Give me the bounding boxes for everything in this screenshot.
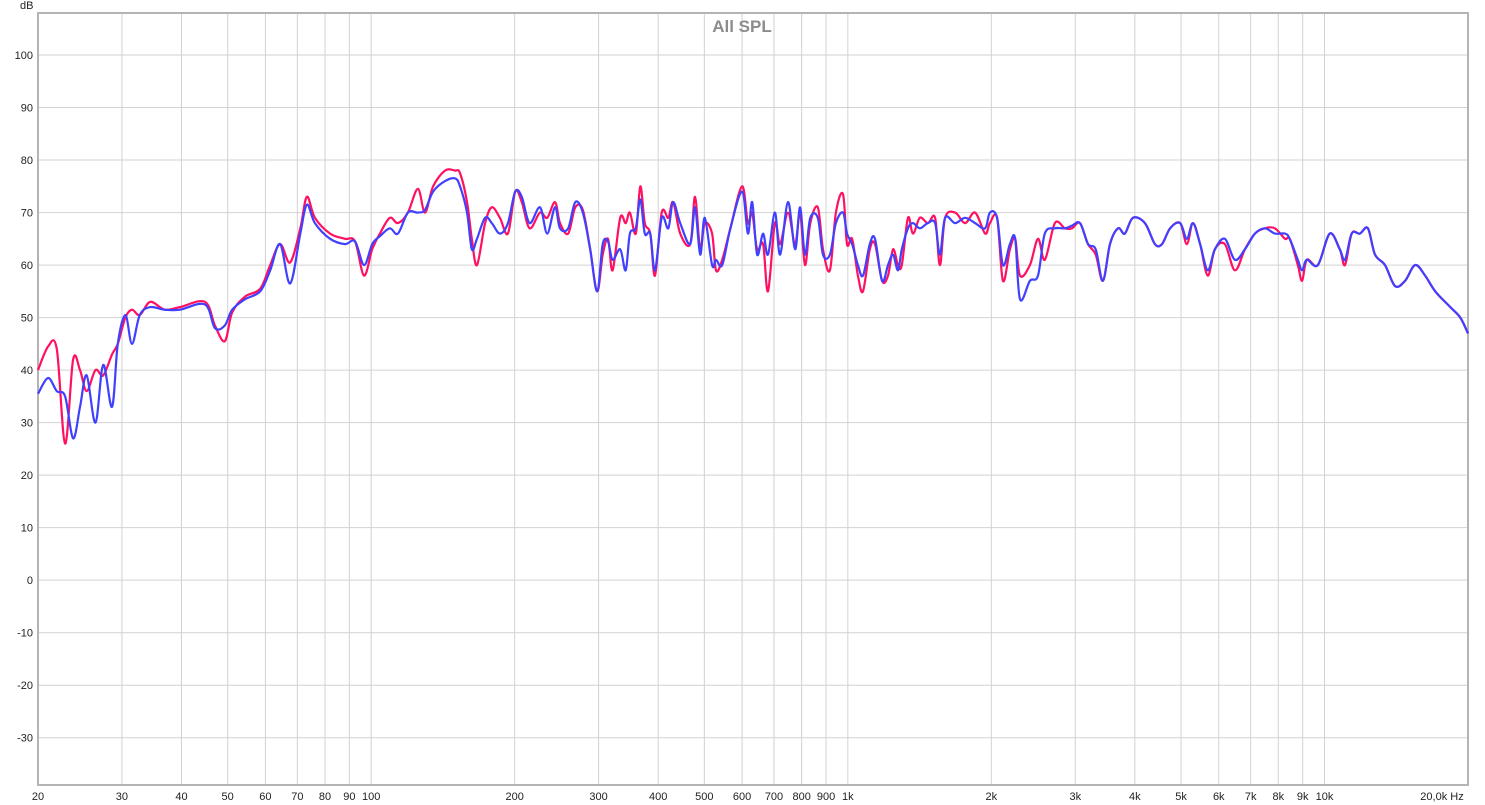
tick-labels: -30 -20 -10 0 10 20 30 40 50 60 70 80 90 100 20 30 40 50 6…	[15, 50, 1464, 803]
y-tick-label: 10	[21, 523, 33, 535]
series-group	[36, 168, 1469, 445]
y-tick-label: 90	[21, 103, 33, 115]
x-tick-label: 7k	[1245, 791, 1257, 803]
x-tick-label: 4k	[1129, 791, 1141, 803]
y-tick-label: 60	[21, 260, 33, 272]
y-tick-label: -10	[17, 628, 33, 640]
y-tick-label: -30	[17, 733, 33, 745]
x-tick-label: 700	[765, 791, 783, 803]
x-tick-label: 2k	[986, 791, 998, 803]
x-tick-label: 50	[222, 791, 234, 803]
y-tick-label: 0	[27, 575, 33, 587]
x-tick-label: 600	[733, 791, 751, 803]
x-tick-label: 60	[259, 791, 271, 803]
x-tick-label: 30	[116, 791, 128, 803]
series-line-2	[37, 177, 1469, 440]
y-tick-label: -20	[17, 680, 33, 692]
x-tick-label: 20	[32, 791, 44, 803]
y-tick-label: 100	[15, 50, 33, 62]
x-tick-label: 200	[505, 791, 523, 803]
x-tick-label: 80	[319, 791, 331, 803]
x-tick-label: 8k	[1273, 791, 1285, 803]
y-tick-label: 50	[21, 313, 33, 325]
x-tick-label: 800	[792, 791, 810, 803]
y-tick-label: 20	[21, 470, 33, 482]
x-tick-label: 10k	[1316, 791, 1334, 803]
chart-title: All SPL	[712, 17, 772, 36]
x-tick-label: 90	[343, 791, 355, 803]
y-tick-label: 80	[21, 155, 33, 167]
x-tick-label: 900	[817, 791, 835, 803]
x-tick-label: 300	[589, 791, 607, 803]
y-tick-label: 70	[21, 208, 33, 220]
x-tick-label: 40	[175, 791, 187, 803]
x-tick-label: 20,0k Hz	[1420, 791, 1463, 803]
x-tick-label: 5k	[1175, 791, 1187, 803]
x-tick-label: 100	[362, 791, 380, 803]
y-tick-label: 30	[21, 418, 33, 430]
x-tick-label: 1k	[842, 791, 854, 803]
x-tick-label: 6k	[1213, 791, 1225, 803]
x-tick-label: 3k	[1069, 791, 1081, 803]
y-axis-unit: dB	[20, 0, 33, 12]
y-tick-label: 40	[21, 365, 33, 377]
x-tick-label: 9k	[1297, 791, 1309, 803]
grid	[37, 13, 1469, 785]
x-tick-label: 400	[649, 791, 667, 803]
plot-frame	[37, 12, 1469, 786]
x-tick-label: 70	[291, 791, 303, 803]
x-tick-label: 500	[695, 791, 713, 803]
